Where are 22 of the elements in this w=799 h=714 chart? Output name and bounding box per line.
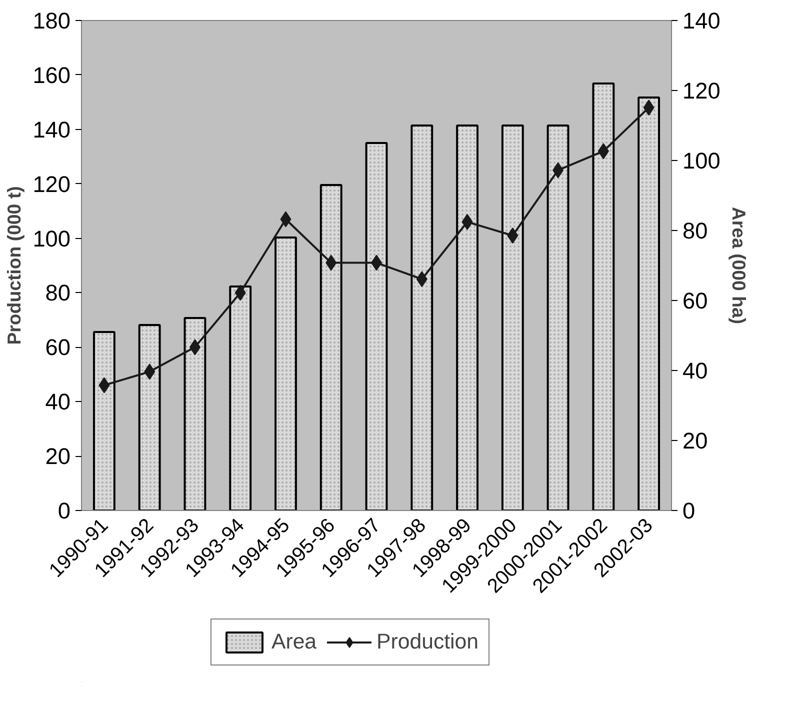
y-tick-label: 120 — [32, 170, 71, 197]
y-tick-label: 40 — [45, 388, 70, 415]
legend-label: Production — [376, 630, 479, 654]
y2-tick-label: 20 — [682, 428, 708, 454]
y-tick-label: 160 — [32, 62, 71, 88]
y2-axis-title: Area (000 ha) — [728, 206, 750, 324]
y2-tick-label: 40 — [682, 358, 708, 384]
y-tick-label: 20 — [45, 443, 70, 470]
legend-label: Area — [271, 630, 317, 654]
y2-tick-label: 100 — [682, 148, 720, 174]
y-tick-label: 100 — [32, 225, 71, 252]
y-tick-label: 80 — [45, 280, 70, 306]
y-tick-label: 140 — [32, 116, 71, 142]
y-axis-title: Production (000 t) — [4, 186, 25, 345]
y-tick-label: 0 — [58, 498, 71, 524]
y-tick-label: 180 — [32, 8, 71, 34]
y2-tick-label: 80 — [682, 218, 708, 244]
y2-tick-label: 60 — [682, 288, 708, 314]
y2-tick-label: 120 — [682, 78, 720, 104]
y2-tick-label: 140 — [682, 8, 720, 34]
y-tick-label: 60 — [45, 334, 70, 360]
y2-tick-label: 0 — [682, 498, 696, 524]
